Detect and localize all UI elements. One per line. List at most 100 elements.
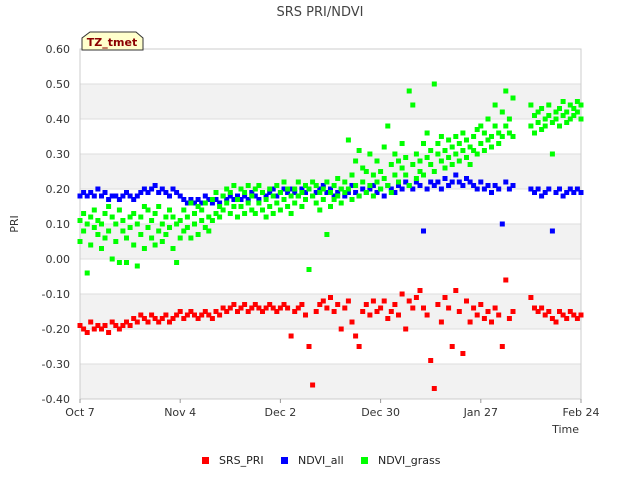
grid-band [80, 364, 581, 399]
data-point [249, 305, 255, 311]
data-point [102, 211, 108, 216]
data-point [392, 172, 398, 178]
data-point [428, 179, 434, 185]
data-point [227, 211, 233, 216]
data-point [317, 190, 323, 195]
data-point [546, 102, 552, 108]
grid-band [80, 259, 581, 294]
data-point [510, 95, 516, 101]
data-point [242, 193, 248, 199]
data-point [449, 162, 455, 167]
x-axis-ticks: Oct 7 Nov 4 Dec 2 Dec 30 Jan 27 Feb 24 [65, 399, 599, 419]
data-point [449, 344, 455, 349]
data-point [489, 319, 494, 325]
data-point [335, 190, 341, 195]
data-point [331, 193, 337, 199]
data-point [245, 197, 251, 202]
data-point [496, 312, 502, 318]
data-point [474, 151, 480, 157]
data-point [306, 186, 312, 192]
data-point [260, 309, 265, 314]
data-point [464, 137, 469, 143]
data-point [184, 312, 190, 318]
data-point [578, 190, 584, 195]
data-point [267, 190, 273, 195]
data-point [174, 312, 180, 318]
data-point [431, 386, 437, 391]
data-point [267, 186, 273, 192]
data-point [571, 190, 577, 195]
data-point [492, 183, 498, 188]
data-point [220, 193, 226, 199]
data-point [471, 183, 477, 188]
data-point [192, 312, 197, 318]
data-point [345, 186, 351, 192]
data-point [285, 190, 291, 195]
legend-label: SRS_PRI [219, 454, 264, 467]
data-point [163, 214, 169, 220]
data-point [464, 155, 469, 160]
data-point [235, 193, 240, 199]
data-point [195, 232, 201, 237]
data-point [396, 312, 401, 318]
data-point [353, 190, 359, 195]
data-point [320, 186, 326, 192]
data-point [267, 204, 273, 209]
data-point [306, 344, 312, 349]
data-point [149, 218, 155, 223]
data-point [564, 316, 570, 321]
data-point [120, 228, 126, 234]
data-point [281, 179, 287, 185]
data-point [546, 113, 552, 118]
data-point [138, 312, 144, 318]
data-point [206, 197, 212, 202]
data-point [141, 186, 147, 192]
data-point [274, 193, 280, 199]
data-point [124, 319, 129, 325]
data-point [120, 323, 126, 328]
x-tick-label: Jan 27 [463, 406, 498, 419]
data-point [245, 200, 251, 206]
data-point [152, 183, 158, 188]
data-point [553, 319, 559, 325]
data-point [263, 305, 269, 311]
data-point [353, 158, 359, 164]
data-point [116, 326, 122, 332]
data-point [542, 116, 548, 122]
data-point [360, 186, 366, 192]
data-point [124, 190, 129, 195]
data-point [567, 116, 573, 122]
data-point [535, 186, 541, 192]
data-point [435, 302, 441, 307]
data-point [367, 183, 373, 188]
data-point [195, 204, 201, 209]
data-point [292, 190, 298, 195]
data-point [159, 186, 165, 192]
data-point [385, 123, 391, 129]
data-point [574, 109, 580, 115]
data-point [102, 190, 108, 195]
data-point [503, 179, 509, 185]
data-point [199, 200, 205, 206]
data-point [342, 179, 348, 185]
series-ndvi-all [77, 172, 584, 234]
data-point [202, 225, 208, 230]
data-point [438, 158, 444, 164]
data-point [578, 102, 584, 108]
data-point [81, 211, 87, 216]
data-point [120, 218, 126, 223]
data-point [378, 186, 384, 192]
data-point [252, 186, 258, 192]
legend-label: NDVI_all [298, 454, 344, 467]
data-point [299, 204, 305, 209]
data-point [571, 106, 577, 111]
data-point [192, 221, 197, 227]
data-point [109, 193, 115, 199]
data-point [499, 344, 505, 349]
data-point [252, 211, 258, 216]
data-point [177, 218, 183, 223]
data-point [167, 207, 172, 213]
data-point [202, 193, 208, 199]
data-point [410, 162, 416, 167]
data-point [317, 186, 323, 192]
